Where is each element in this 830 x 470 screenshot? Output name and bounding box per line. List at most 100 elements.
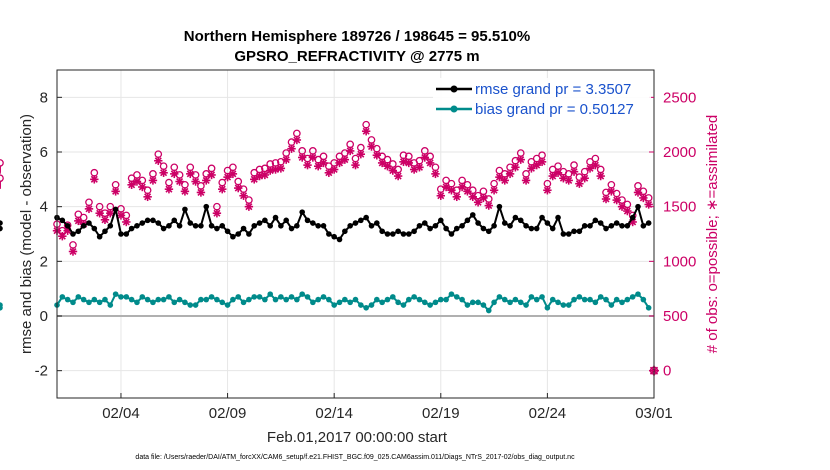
possible-obs-marker <box>346 140 355 149</box>
assimilated-obs-marker <box>351 160 360 170</box>
rmse-point <box>384 231 391 237</box>
bias-point <box>390 294 396 300</box>
assimilated-obs-marker <box>186 169 195 179</box>
possible-obs-marker <box>490 179 498 188</box>
assimilated-obs-marker <box>266 166 275 175</box>
y-right-tick-label: 1500 <box>663 199 696 216</box>
possible-obs-marker <box>170 163 179 172</box>
possible-obs-marker <box>159 162 168 171</box>
bias-point <box>251 294 258 300</box>
bias-point <box>629 294 636 300</box>
bias-point <box>246 296 252 303</box>
assimilated-obs-marker <box>452 192 461 202</box>
rmse-point <box>475 220 481 226</box>
rmse-point <box>374 220 380 226</box>
rmse-point <box>187 220 194 226</box>
assimilated-obs-marker <box>234 183 243 193</box>
rmse-point <box>496 203 503 210</box>
legend-rmse-label: rmse grand pr = 3.3507 <box>475 81 631 98</box>
assimilated-obs-marker <box>170 169 179 179</box>
assimilated-obs-marker <box>207 170 216 180</box>
bias-point <box>581 296 588 303</box>
y-right-tick-label: 0 <box>663 363 671 380</box>
possible-obs-marker <box>356 143 365 152</box>
assimilated-obs-marker <box>591 160 600 170</box>
rmse-point <box>150 217 156 224</box>
rmse-point <box>640 223 647 229</box>
assimilated-obs-marker <box>116 211 126 220</box>
bias-point <box>459 296 465 303</box>
bias-point <box>278 294 284 300</box>
assimilated-obs-marker <box>372 151 382 160</box>
rmse-point <box>262 217 268 224</box>
possible-obs-marker <box>602 188 610 197</box>
y-tick-label: 8 <box>40 89 48 106</box>
bias-point <box>299 291 305 297</box>
possible-obs-marker <box>191 171 200 179</box>
possible-obs-marker <box>186 163 195 172</box>
assimilated-obs-marker <box>276 164 286 173</box>
assimilated-obs-marker <box>148 176 158 185</box>
possible-obs-marker <box>293 129 301 138</box>
assimilated-obs-marker <box>122 217 131 227</box>
assimilated-obs-marker <box>596 171 605 181</box>
bias-point <box>544 305 551 311</box>
rmse-point <box>619 223 625 229</box>
bias-point <box>491 299 497 306</box>
possible-obs-marker <box>309 147 317 155</box>
y-right-tick-label: 500 <box>663 308 688 325</box>
possible-obs-marker <box>0 174 4 183</box>
bias-point <box>352 296 359 303</box>
rmse-point <box>517 217 524 224</box>
legend-bias-marker <box>450 105 458 113</box>
assimilated-obs-marker <box>319 158 328 168</box>
possible-obs-marker <box>0 159 4 167</box>
legend: rmse grand pr = 3.3507 bias grand pr = 0… <box>433 78 651 120</box>
rmse-point <box>310 220 316 226</box>
bias-point <box>123 294 130 300</box>
assimilated-obs-marker <box>329 165 339 174</box>
bias-point <box>134 299 140 306</box>
rmse-point <box>144 217 151 224</box>
bias-point <box>475 299 481 306</box>
assimilated-obs-marker <box>212 209 222 218</box>
assimilated-obs-marker <box>255 171 264 181</box>
assimilated-obs-marker <box>612 195 621 205</box>
rmse-point <box>208 223 215 229</box>
possible-obs-marker <box>111 180 120 189</box>
assimilated-obs-marker <box>58 231 67 241</box>
possible-obs-marker <box>234 177 243 186</box>
rmse-point <box>112 206 119 213</box>
bias-point <box>384 296 391 303</box>
bias-point <box>0 302 3 308</box>
possible-obs-marker <box>394 165 402 174</box>
rmse-point <box>70 231 76 237</box>
y-tick-label: 6 <box>40 144 48 161</box>
assimilated-obs-marker <box>425 158 435 168</box>
rmse-point <box>80 223 87 229</box>
x-tick-label: 02/24 <box>529 405 567 422</box>
assimilated-obs-marker <box>111 187 120 196</box>
rmse-point <box>0 220 3 226</box>
rmse-bias-series <box>0 203 652 314</box>
assimilated-obs-marker <box>479 193 488 203</box>
assimilated-obs-marker <box>175 177 184 186</box>
rmse-point <box>230 233 236 240</box>
bias-point <box>310 299 316 306</box>
possible-obs-marker <box>516 149 525 157</box>
rmse-point <box>603 225 609 232</box>
rmse-point <box>86 220 92 226</box>
possible-obs-marker <box>303 154 312 163</box>
rmse-point <box>437 217 444 224</box>
assimilated-obs-marker <box>404 158 414 168</box>
rmse-point <box>304 217 311 224</box>
bias-line <box>56 293 650 312</box>
rmse-point <box>613 220 620 226</box>
bias-point <box>198 296 204 303</box>
rmse-point <box>459 223 465 229</box>
right-axis-ticks: 0 500 1000 1500 2000 2500 <box>649 89 696 380</box>
bias-point <box>283 296 290 303</box>
bias-point <box>363 305 369 311</box>
bias-point <box>64 296 71 303</box>
assimilated-obs-marker <box>90 175 99 184</box>
